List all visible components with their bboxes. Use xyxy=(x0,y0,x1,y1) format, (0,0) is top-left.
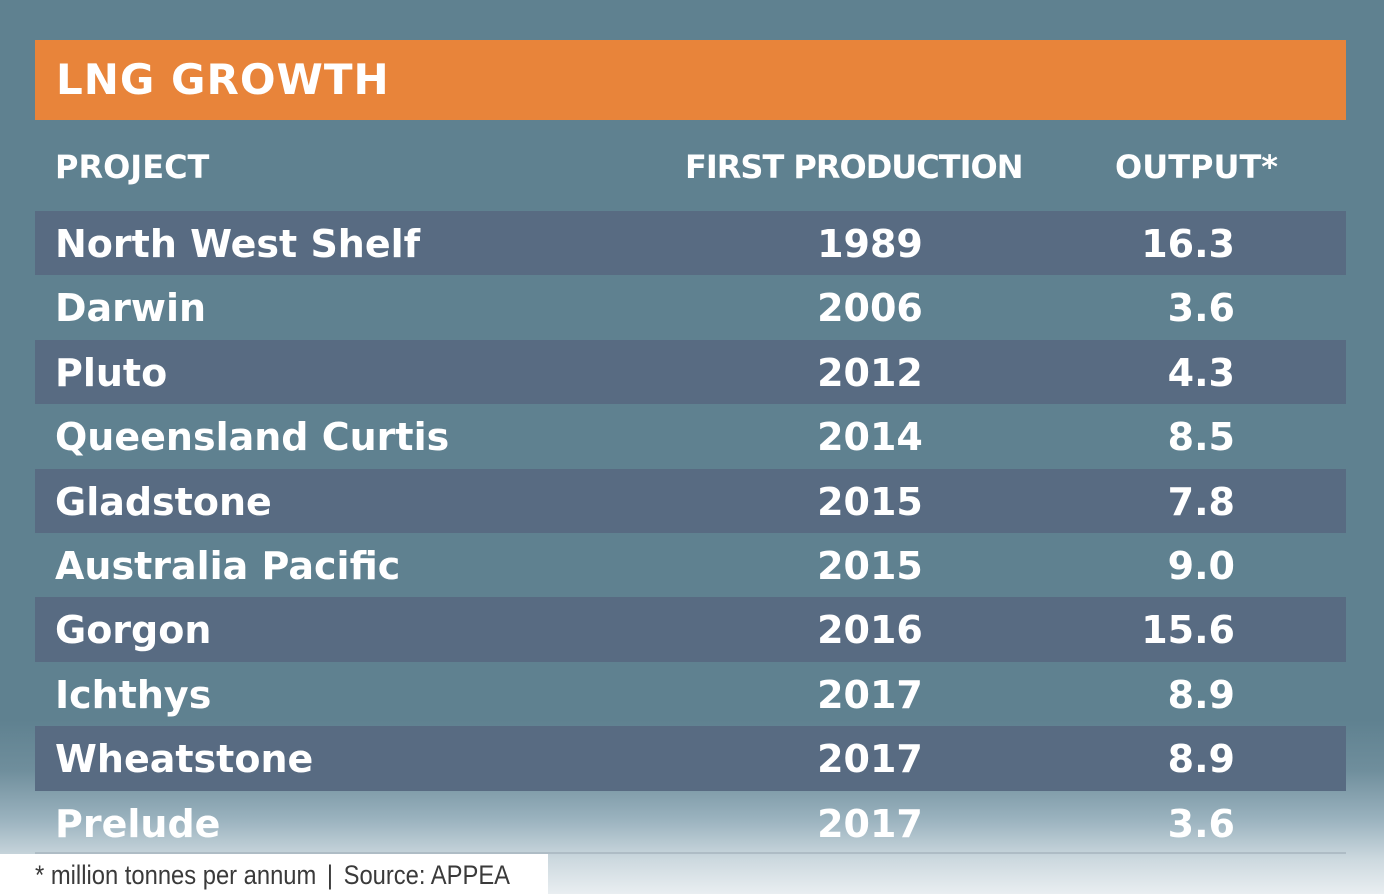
cell-project: Pluto xyxy=(55,350,168,395)
cell-output: 3.6 xyxy=(1167,801,1235,846)
cell-project: Queensland Curtis xyxy=(55,415,450,460)
table-row: Ichthys 2017 8.9 xyxy=(35,662,1346,726)
footer-divider xyxy=(35,852,1346,854)
column-header-output: OUTPUT* xyxy=(1115,148,1279,186)
cell-first-production: 2017 xyxy=(817,801,923,846)
cell-output: 7.8 xyxy=(1167,479,1235,524)
table-body: North West Shelf 1989 16.3 Darwin 2006 3.6 Plu… xyxy=(35,211,1346,855)
cell-project: Prelude xyxy=(55,801,221,846)
cell-first-production: 2012 xyxy=(817,350,923,395)
table-row: Gladstone 2015 7.8 xyxy=(35,468,1346,533)
table-row: North West Shelf 1989 16.3 xyxy=(35,211,1346,276)
table-row: Pluto 2012 4.3 xyxy=(35,339,1346,405)
cell-project: North West Shelf xyxy=(55,222,421,266)
cell-output: 8.9 xyxy=(1167,672,1235,717)
footnote-source: Source: APPEA xyxy=(343,860,511,890)
cell-project: Australia Pacific xyxy=(55,543,401,588)
table-row: Darwin 2006 3.6 xyxy=(35,275,1346,339)
cell-project: Ichthys xyxy=(55,672,212,717)
cell-first-production: 2006 xyxy=(817,286,923,331)
table-row: Australia Pacific 2015 9.0 xyxy=(35,533,1346,597)
cell-output: 16.3 xyxy=(1141,222,1235,266)
cell-first-production: 2017 xyxy=(817,737,923,782)
cell-project: Gorgon xyxy=(55,608,212,653)
column-header-first-production: FIRST PRODUCTION xyxy=(685,148,1023,186)
cell-first-production: 2014 xyxy=(817,415,923,460)
cell-first-production: 2017 xyxy=(817,672,923,717)
cell-first-production: 2015 xyxy=(817,479,923,524)
cell-project: Wheatstone xyxy=(55,737,314,782)
cell-project: Gladstone xyxy=(55,479,272,524)
cell-output: 3.6 xyxy=(1167,286,1235,331)
footnote-separator: | xyxy=(326,860,334,890)
title-bar: LNG GROWTH xyxy=(35,40,1346,120)
cell-output: 9.0 xyxy=(1167,543,1235,588)
table-row: Queensland Curtis 2014 8.5 xyxy=(35,404,1346,468)
cell-first-production: 2015 xyxy=(817,543,923,588)
table-title: LNG GROWTH xyxy=(56,55,390,104)
table-row: Prelude 2017 3.6 xyxy=(35,791,1346,855)
cell-output: 8.5 xyxy=(1167,415,1235,460)
footnote: * million tonnes per annum | Source: APPEA xyxy=(35,857,510,893)
cell-project: Darwin xyxy=(55,286,207,331)
table-row: Wheatstone 2017 8.9 xyxy=(35,726,1346,791)
cell-first-production: 1989 xyxy=(817,222,923,266)
cell-output: 4.3 xyxy=(1167,350,1235,395)
table-row: Gorgon 2016 15.6 xyxy=(35,597,1346,662)
column-header-project: PROJECT xyxy=(55,148,210,186)
cell-first-production: 2016 xyxy=(817,608,923,653)
footer-box xyxy=(0,854,548,894)
footnote-unit: * million tonnes per annum xyxy=(35,860,317,890)
cell-output: 8.9 xyxy=(1167,737,1235,782)
cell-output: 15.6 xyxy=(1141,608,1235,653)
